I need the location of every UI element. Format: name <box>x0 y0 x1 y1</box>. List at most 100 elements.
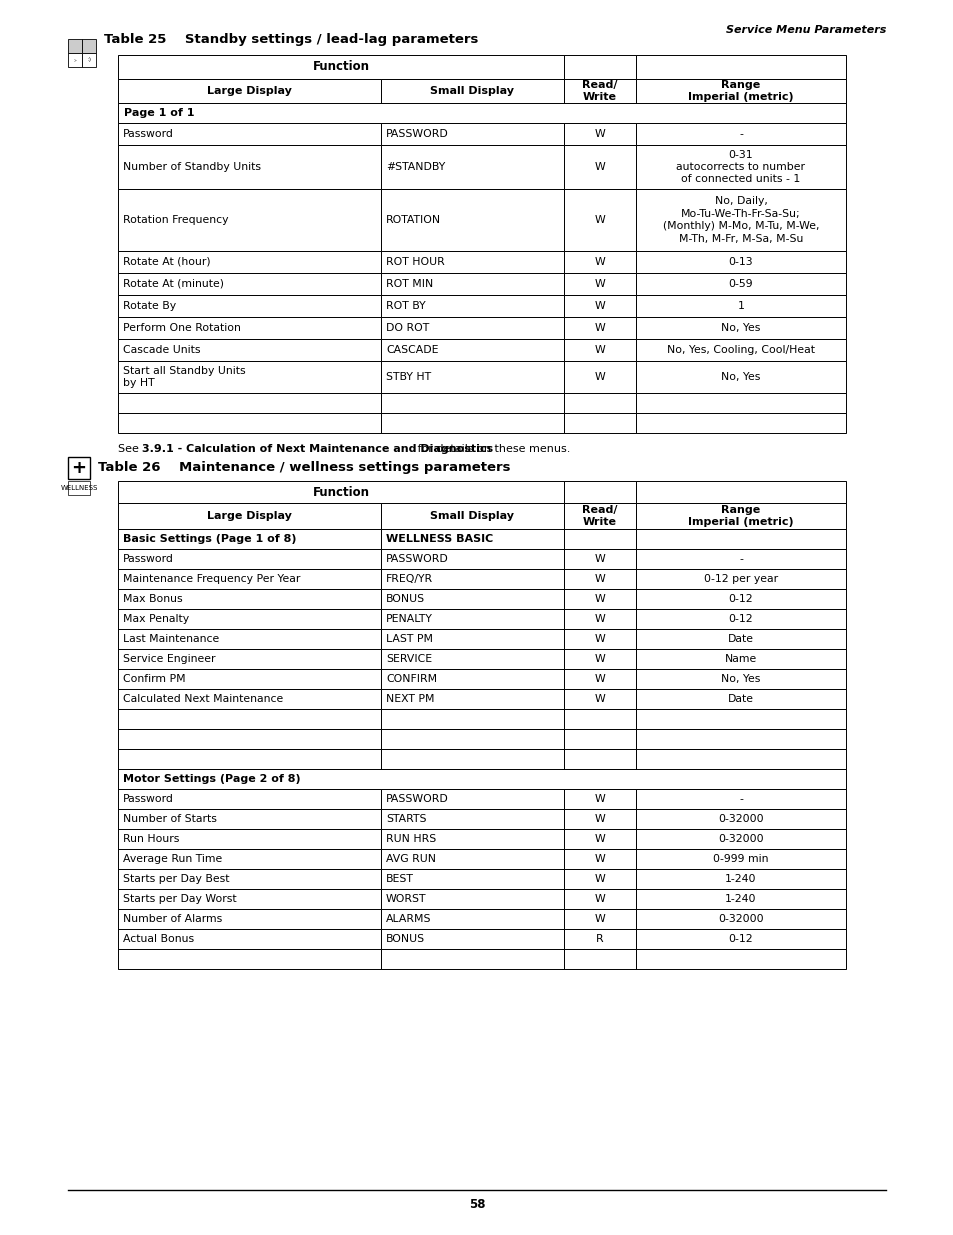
Text: Run Hours: Run Hours <box>123 834 179 844</box>
Bar <box>118 338 380 361</box>
Text: Starts per Day Best: Starts per Day Best <box>123 874 230 884</box>
Text: BEST: BEST <box>386 874 414 884</box>
Bar <box>380 948 563 969</box>
Text: W: W <box>594 874 605 884</box>
Bar <box>380 748 563 769</box>
Bar <box>380 317 563 338</box>
Bar <box>563 629 636 650</box>
Text: Large Display: Large Display <box>207 86 292 96</box>
Bar <box>636 709 845 729</box>
Bar <box>380 789 563 809</box>
Bar <box>118 550 380 569</box>
Text: RUN HRS: RUN HRS <box>386 834 436 844</box>
Text: STBY HT: STBY HT <box>386 372 431 382</box>
Bar <box>563 589 636 609</box>
Bar <box>380 569 563 589</box>
Text: ROT BY: ROT BY <box>386 301 425 311</box>
Text: Motor Settings (Page 2 of 8): Motor Settings (Page 2 of 8) <box>123 774 300 784</box>
Text: Max Bonus: Max Bonus <box>123 594 182 604</box>
Text: Large Display: Large Display <box>207 511 292 521</box>
Bar <box>380 529 563 550</box>
Bar <box>563 393 636 412</box>
Text: 0-32000: 0-32000 <box>718 814 763 824</box>
Bar <box>636 503 845 529</box>
Text: Confirm PM: Confirm PM <box>123 674 186 684</box>
Text: Function: Function <box>313 61 369 74</box>
Text: for details on these menus.: for details on these menus. <box>414 445 570 454</box>
Bar <box>563 144 636 189</box>
Text: AVG RUN: AVG RUN <box>386 853 436 864</box>
Text: CASCADE: CASCADE <box>386 345 438 354</box>
Bar <box>118 869 380 889</box>
Text: No, Daily,
Mo-Tu-We-Th-Fr-Sa-Su;
(Monthly) M-Mo, M-Tu, M-We,
M-Th, M-Fr, M-Sa, M: No, Daily, Mo-Tu-We-Th-Fr-Sa-Su; (Monthl… <box>662 196 819 243</box>
Text: BONUS: BONUS <box>386 594 425 604</box>
Text: Page 1 of 1: Page 1 of 1 <box>124 107 194 119</box>
Text: Rotate At (hour): Rotate At (hour) <box>123 257 211 267</box>
Bar <box>118 809 380 829</box>
Text: Basic Settings (Page 1 of 8): Basic Settings (Page 1 of 8) <box>123 534 296 543</box>
Bar <box>563 480 636 503</box>
Bar <box>118 729 380 748</box>
Bar <box>636 729 845 748</box>
Bar <box>563 412 636 433</box>
Text: W: W <box>594 279 605 289</box>
Text: Name: Name <box>724 655 757 664</box>
Text: 0-32000: 0-32000 <box>718 914 763 924</box>
Text: W: W <box>594 345 605 354</box>
Bar <box>636 809 845 829</box>
Bar <box>636 889 845 909</box>
Bar <box>636 929 845 948</box>
Bar <box>118 629 380 650</box>
Bar <box>636 338 845 361</box>
Text: ALARMS: ALARMS <box>386 914 431 924</box>
Text: SERVICE: SERVICE <box>386 655 432 664</box>
Bar <box>563 251 636 273</box>
Text: 0-999 min: 0-999 min <box>713 853 768 864</box>
Text: W: W <box>594 574 605 584</box>
Bar <box>636 948 845 969</box>
Text: ROT HOUR: ROT HOUR <box>386 257 444 267</box>
Text: Rotate By: Rotate By <box>123 301 176 311</box>
Text: -: - <box>739 128 742 140</box>
Bar <box>118 273 380 295</box>
Bar <box>380 848 563 869</box>
Bar <box>380 589 563 609</box>
Bar <box>118 361 380 393</box>
Bar <box>118 124 380 144</box>
Text: 58: 58 <box>468 1198 485 1210</box>
Bar <box>636 829 845 848</box>
Text: PASSWORD: PASSWORD <box>386 555 448 564</box>
Bar <box>563 295 636 317</box>
Bar <box>118 669 380 689</box>
Bar <box>636 669 845 689</box>
Text: Date: Date <box>727 634 753 643</box>
Text: W: W <box>594 834 605 844</box>
Bar <box>118 56 563 79</box>
Bar <box>118 569 380 589</box>
Text: Rotate At (minute): Rotate At (minute) <box>123 279 224 289</box>
Bar <box>563 79 636 103</box>
Text: W: W <box>594 674 605 684</box>
Text: Cascade Units: Cascade Units <box>123 345 200 354</box>
Text: PASSWORD: PASSWORD <box>386 794 448 804</box>
Text: WELLNESS BASIC: WELLNESS BASIC <box>386 534 493 543</box>
Bar <box>636 748 845 769</box>
Text: -: - <box>739 794 742 804</box>
Bar <box>118 103 845 124</box>
Bar <box>636 529 845 550</box>
Bar <box>636 251 845 273</box>
Text: +: + <box>71 459 87 477</box>
Text: W: W <box>594 555 605 564</box>
Bar <box>118 189 380 251</box>
Text: BONUS: BONUS <box>386 934 425 944</box>
Bar <box>563 889 636 909</box>
Bar <box>636 909 845 929</box>
Text: FREQ/YR: FREQ/YR <box>386 574 433 584</box>
Bar <box>68 53 82 67</box>
Bar <box>636 412 845 433</box>
Text: STARTS: STARTS <box>386 814 426 824</box>
Text: WORST: WORST <box>386 894 426 904</box>
Bar <box>563 689 636 709</box>
Text: Service Menu Parameters: Service Menu Parameters <box>725 25 885 35</box>
Bar <box>636 550 845 569</box>
